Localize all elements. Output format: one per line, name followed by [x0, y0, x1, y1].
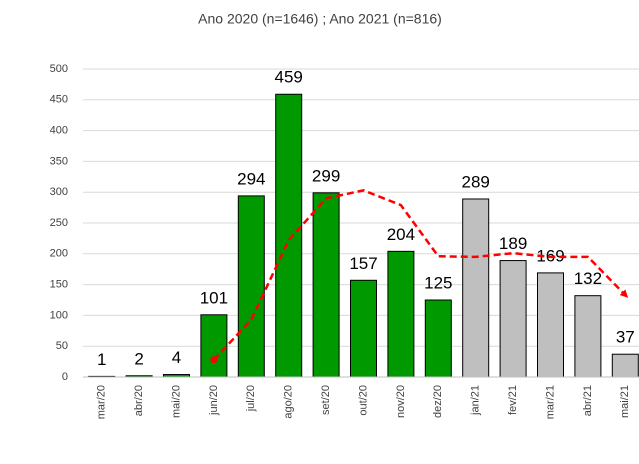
x-tick-label: abr/21 [582, 385, 594, 416]
trend-start [210, 356, 218, 364]
bar [537, 272, 564, 378]
data-label: 1 [97, 350, 106, 369]
x-tick-label: ago/20 [283, 385, 295, 419]
x-tick-label: nov/20 [395, 385, 407, 418]
bar [312, 192, 340, 378]
x-tick-label: mai/20 [170, 385, 182, 418]
data-label: 125 [424, 273, 452, 292]
x-tick-label: jun/20 [208, 385, 220, 416]
x-tick-label: dez/20 [432, 385, 444, 418]
data-label: 289 [462, 172, 490, 191]
trend-line [212, 189, 629, 361]
x-tick-label: fev/21 [507, 385, 519, 415]
bar [499, 260, 527, 378]
x-tick-label: mai/21 [619, 385, 631, 418]
data-label: 4 [172, 348, 181, 367]
data-label: 294 [237, 169, 265, 188]
y-tick-label: 150 [50, 279, 68, 291]
y-tick-label: 500 [50, 63, 68, 75]
bar [387, 250, 415, 378]
bar [611, 353, 639, 378]
data-label: 189 [499, 234, 527, 253]
x-tick-label: jul/20 [245, 385, 257, 412]
y-tick-label: 300 [50, 186, 68, 198]
x-tick-label: out/20 [357, 385, 369, 416]
bar [200, 314, 228, 378]
data-label: 157 [349, 254, 377, 273]
bar [237, 195, 265, 378]
y-tick-label: 0 [62, 371, 68, 383]
bar [462, 198, 490, 378]
data-label: 2 [134, 349, 143, 368]
data-label: 101 [200, 288, 228, 307]
data-label: 299 [312, 166, 340, 185]
data-label: 132 [574, 269, 602, 288]
chart-title: Ano 2020 (n=1646) ; Ano 2021 (n=816) [198, 11, 442, 27]
bar [275, 93, 303, 378]
data-label: 204 [387, 225, 415, 244]
data-label: 459 [275, 68, 303, 87]
y-tick-label: 200 [50, 248, 68, 260]
y-tick-label: 350 [50, 155, 68, 167]
y-tick-label: 50 [56, 340, 68, 352]
x-tick-label: mar/21 [544, 385, 556, 419]
x-tick-label: mar/20 [96, 385, 108, 419]
y-tick-label: 450 [50, 94, 68, 106]
bar [424, 299, 452, 378]
data-label: 37 [616, 328, 635, 347]
x-tick-label: abr/20 [133, 385, 145, 416]
bar [574, 295, 602, 378]
y-tick-label: 100 [50, 309, 68, 321]
y-tick-label: 400 [50, 125, 68, 137]
x-tick-label: jan/21 [470, 385, 482, 416]
x-tick-label: set/20 [320, 385, 332, 415]
bar [350, 279, 377, 378]
y-tick-label: 250 [50, 217, 68, 229]
